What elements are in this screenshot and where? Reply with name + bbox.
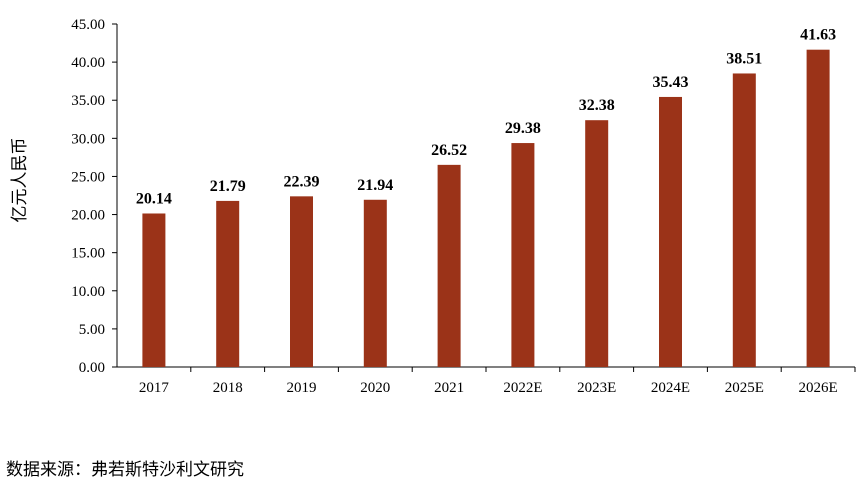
bar-2025E [732,73,756,367]
y-tick-label: 35.00 [71,93,105,109]
data-label-2026E: 41.63 [800,27,836,44]
bar-2022E [511,143,535,367]
x-tick-label: 2021 [434,380,464,396]
bar-chart: 0.00 5.00 10.00 15.00 20.00 25.00 30.00 35.00 40… [10,17,856,396]
data-labels: 20.14 21.79 22.39 21.94 26.52 29.38 32.38 35.43… [136,27,836,208]
y-tick-label: 20.00 [71,208,105,224]
x-tick-label: 2023E [577,380,616,396]
data-label-2021: 26.52 [431,142,467,159]
bar-2021 [437,164,461,367]
x-tick-label: 2022E [503,380,542,396]
data-label-2022E: 29.38 [505,120,541,137]
bar-2023E [585,120,609,367]
y-axis: 0.00 5.00 10.00 15.00 20.00 25.00 30.00 35.00 40… [71,17,118,376]
bar-2020 [363,199,387,367]
data-label-2018: 21.79 [210,178,246,195]
y-tick-label: 0.00 [79,360,105,376]
x-tick-label: 2026E [799,380,838,396]
bar-2024E [659,96,682,367]
x-tick-label: 2020 [360,380,390,396]
x-tick-label: 2025E [725,380,764,396]
data-label-2023E: 32.38 [579,97,615,114]
bars [142,49,830,367]
x-axis: 2017 2018 2019 2020 2021 2022E 2023E 2024E 2025E… [117,366,856,396]
bar-2017 [142,213,166,367]
source-note: 数据来源：弗若斯特沙利文研究 [6,460,244,480]
y-tick-label: 10.00 [71,284,105,300]
data-label-2020: 21.94 [357,177,393,194]
y-tick-label: 15.00 [71,246,105,262]
y-tick-label: 25.00 [71,169,105,185]
y-tick-label: 5.00 [79,322,105,338]
y-tick-label: 40.00 [71,55,105,71]
x-tick-label: 2017 [139,380,170,396]
x-tick-label: 2024E [651,380,690,396]
y-tick-label: 30.00 [71,131,105,147]
data-label-2024E: 35.43 [653,74,689,91]
data-label-2019: 22.39 [284,173,320,190]
data-label-2025E: 38.51 [726,50,762,67]
bar-2018 [216,200,240,367]
x-tick-label: 2019 [287,380,317,396]
y-axis-title: 亿元人民币 [10,138,30,223]
data-label-2017: 20.14 [136,190,172,207]
bar-2026E [806,49,830,367]
y-tick-label: 45.00 [71,17,105,33]
x-tick-label: 2018 [213,380,243,396]
bar-2019 [290,196,313,367]
